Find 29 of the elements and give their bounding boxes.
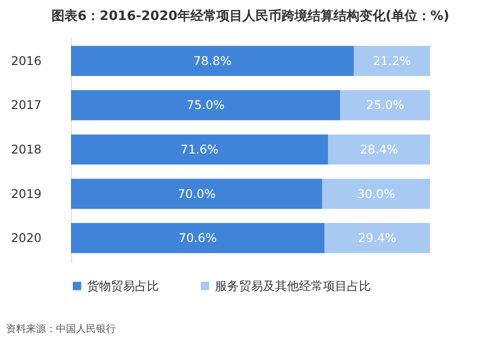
bar bbox=[354, 46, 430, 76]
bar bbox=[324, 223, 430, 254]
data-label: 78.8% bbox=[193, 54, 232, 68]
bar bbox=[322, 178, 430, 209]
bar bbox=[71, 134, 328, 165]
data-label: 71.6% bbox=[180, 142, 219, 156]
bar bbox=[328, 134, 430, 165]
bar bbox=[71, 223, 324, 254]
chart-title: 图表6：2016-2020年经常项目人民币跨境结算结构变化(单位：%) bbox=[52, 8, 450, 24]
bar bbox=[340, 90, 430, 120]
data-label: 75.0% bbox=[186, 98, 225, 112]
y-tick-label: 2020 bbox=[10, 231, 42, 246]
data-label: 28.4% bbox=[360, 142, 398, 156]
legend-label: 货物贸易占比 bbox=[87, 279, 159, 293]
bar bbox=[71, 178, 322, 209]
data-label: 70.6% bbox=[178, 231, 217, 246]
y-tick-label: 2016 bbox=[10, 54, 42, 68]
bar bbox=[71, 46, 354, 76]
legend-label: 服务贸易及其他经常项目占比 bbox=[215, 279, 371, 293]
y-tick-label: 2017 bbox=[10, 98, 42, 112]
data-label: 70.0% bbox=[178, 186, 216, 201]
data-label: 25.0% bbox=[366, 98, 404, 112]
data-label: 29.4% bbox=[358, 231, 396, 246]
y-tick-label: 2018 bbox=[10, 142, 42, 156]
bar bbox=[71, 90, 340, 120]
y-tick-label: 2019 bbox=[10, 186, 42, 201]
data-label: 21.2% bbox=[372, 54, 412, 68]
text: 资料来源：中国人民银行 bbox=[6, 322, 116, 336]
data-label: 30.0% bbox=[357, 186, 396, 201]
